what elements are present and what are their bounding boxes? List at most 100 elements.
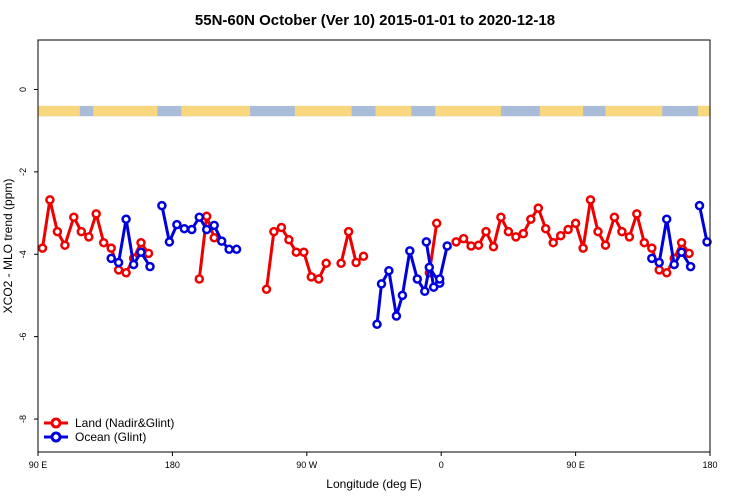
data-point [420,286,430,297]
data-point [52,226,63,237]
data-point [593,226,603,237]
legend-ocean-marker [50,431,62,443]
strip-land [181,105,251,117]
data-point [145,261,155,272]
data-point [209,220,219,231]
strip-land [294,105,352,117]
data-point [113,257,124,268]
data-point [91,209,101,219]
data-point [563,224,573,235]
data-point [84,232,94,242]
data-point [351,257,361,268]
data-point [194,212,205,222]
data-point [617,226,627,237]
legend-ocean-label: Ocean (Glint) [75,430,146,444]
data-point [106,243,116,253]
data-point [164,237,175,247]
data-point [702,237,712,247]
data-point [231,244,242,255]
data-point [376,279,387,289]
legend-land-label: Land (Nadir&Glint) [75,416,174,430]
data-point [201,224,212,235]
data-point [201,211,212,222]
y-tick-label: 0 [18,87,28,92]
x-axis-label: Longitude (deg E) [326,477,421,491]
data-point [654,265,664,275]
data-point [306,272,317,282]
x-tick-label: 90 E [566,460,585,470]
data-point [661,268,672,278]
data-point [431,218,442,229]
data-point [76,226,87,237]
data-point [113,265,124,275]
data-point [60,240,70,250]
data-point [397,290,408,301]
data-point [526,214,536,224]
chart-title: 55N-60N October (Ver 10) 2015-01-01 to 2… [195,12,555,29]
series-layer [37,195,712,330]
data-point [428,282,439,292]
data-point [694,200,705,211]
legend: Land (Nadir&Glint) Ocean (Glint) [44,416,174,444]
series-line [698,205,709,243]
data-point [600,240,611,250]
data-point [654,257,664,268]
data-point [391,311,402,321]
data-point [136,237,146,248]
data-point [488,242,499,252]
data-point [578,243,588,253]
data-point [570,218,581,229]
data-point [473,240,484,250]
data-point [609,212,620,222]
data-point [548,237,558,248]
data-point [37,243,48,253]
data-point [187,224,197,235]
data-point [624,232,635,242]
data-point [458,233,469,244]
data-point [209,233,219,243]
data-point [284,235,294,245]
data-point [98,237,109,248]
data-point [121,268,131,278]
strip-land [38,105,80,117]
x-tick-label: 180 [702,460,717,470]
data-point [585,195,596,205]
strip-land [539,105,584,117]
data-point [136,247,146,257]
y-tick-label: -2 [18,168,28,176]
data-point [321,258,331,269]
data-point [496,212,506,222]
x-tick-label: 180 [165,460,180,470]
strip-land [93,105,158,117]
data-point [291,247,302,257]
legend-land-marker [50,417,62,429]
data-point [194,274,205,284]
land-sea-strip [38,105,710,117]
data-point [451,237,461,247]
data-point [518,228,529,239]
data-point [555,230,566,241]
data-point [421,237,432,247]
series-line [339,230,365,264]
data-point [424,262,435,273]
strip-land [435,105,501,117]
y-tick-label: -4 [18,250,28,258]
data-point [106,253,116,264]
data-point [157,200,167,211]
strip-land [698,105,710,117]
data-point [276,222,287,233]
y-axis-label: XCO2 - MLO trend (ppm) [1,179,15,314]
data-point [676,247,687,257]
data-point [372,319,382,330]
data-point [647,253,657,264]
data-point [313,274,324,284]
data-point [685,261,696,272]
data-point [434,274,445,284]
data-point [269,226,279,237]
data-point [632,209,642,219]
ticks-layer: 90 E 180 90 W 0 90 E 180 0 -2 -4 -6 -8 [18,87,718,470]
y-tick-label: -6 [18,333,28,341]
data-point [69,212,79,222]
data-point [405,246,415,256]
